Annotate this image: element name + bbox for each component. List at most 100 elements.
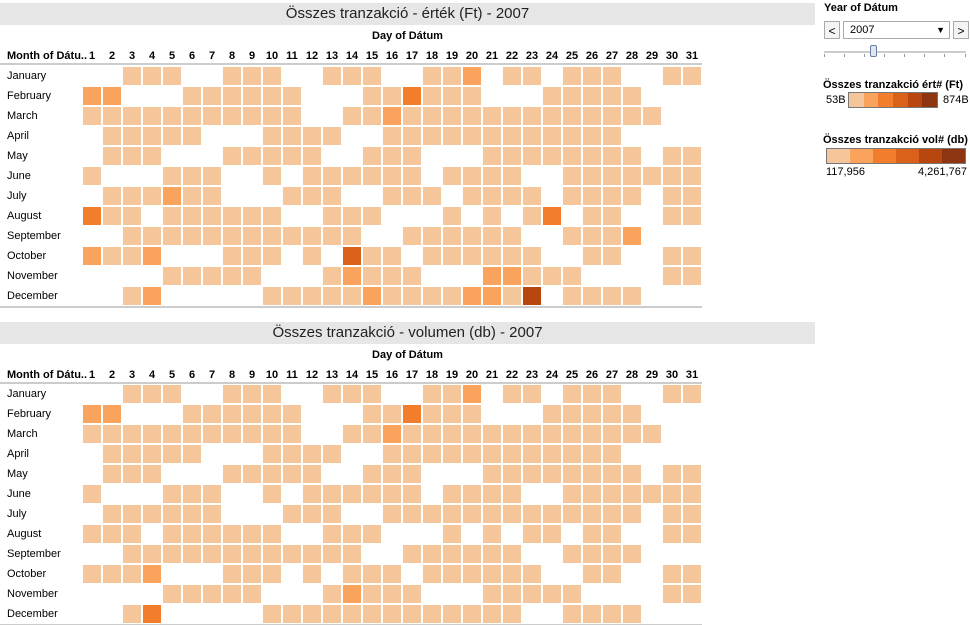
heatmap-cell[interactable] xyxy=(303,287,321,305)
heatmap-cell[interactable] xyxy=(523,127,541,145)
heatmap-cell[interactable] xyxy=(463,425,481,443)
heatmap-cell[interactable] xyxy=(403,267,421,285)
heatmap-cell[interactable] xyxy=(563,107,581,125)
heatmap-cell[interactable] xyxy=(403,605,421,623)
heatmap-cell[interactable] xyxy=(603,287,621,305)
heatmap-cell[interactable] xyxy=(323,267,341,285)
heatmap-cell[interactable] xyxy=(283,545,301,563)
heatmap-cell[interactable] xyxy=(243,107,261,125)
heatmap-cell[interactable] xyxy=(363,207,381,225)
heatmap-cell[interactable] xyxy=(443,525,461,543)
heatmap-cell[interactable] xyxy=(603,127,621,145)
heatmap-cell[interactable] xyxy=(323,445,341,463)
heatmap-cell[interactable] xyxy=(243,565,261,583)
heatmap-cell[interactable] xyxy=(243,207,261,225)
heatmap-cell[interactable] xyxy=(583,247,601,265)
heatmap-cell[interactable] xyxy=(183,267,201,285)
heatmap-cell[interactable] xyxy=(343,605,361,623)
heatmap-cell[interactable] xyxy=(343,425,361,443)
heatmap-cell[interactable] xyxy=(483,227,501,245)
heatmap-cell[interactable] xyxy=(603,565,621,583)
heatmap-cell[interactable] xyxy=(383,465,401,483)
heatmap-cell[interactable] xyxy=(143,127,161,145)
heatmap-cell[interactable] xyxy=(263,465,281,483)
heatmap-cell[interactable] xyxy=(223,385,241,403)
heatmap-cell[interactable] xyxy=(523,465,541,483)
heatmap-cell[interactable] xyxy=(403,287,421,305)
heatmap-cell[interactable] xyxy=(403,485,421,503)
heatmap-cell[interactable] xyxy=(403,127,421,145)
heatmap-cell[interactable] xyxy=(683,247,701,265)
heatmap-cell[interactable] xyxy=(363,267,381,285)
heatmap-cell[interactable] xyxy=(183,545,201,563)
heatmap-cell[interactable] xyxy=(83,107,101,125)
heatmap-cell[interactable] xyxy=(423,227,441,245)
heatmap-cell[interactable] xyxy=(463,545,481,563)
heatmap-cell[interactable] xyxy=(323,127,341,145)
heatmap-cell[interactable] xyxy=(423,545,441,563)
heatmap-cell[interactable] xyxy=(103,107,121,125)
heatmap-cell[interactable] xyxy=(303,505,321,523)
heatmap-cell[interactable] xyxy=(383,167,401,185)
heatmap-cell[interactable] xyxy=(483,605,501,623)
heatmap-cell[interactable] xyxy=(143,227,161,245)
heatmap-cell[interactable] xyxy=(183,87,201,105)
heatmap-cell[interactable] xyxy=(443,405,461,423)
heatmap-cell[interactable] xyxy=(363,147,381,165)
heatmap-cell[interactable] xyxy=(403,167,421,185)
heatmap-cell[interactable] xyxy=(583,167,601,185)
heatmap-cell[interactable] xyxy=(563,585,581,603)
heatmap-cell[interactable] xyxy=(163,167,181,185)
heatmap-cell[interactable] xyxy=(663,67,681,85)
heatmap-cell[interactable] xyxy=(203,87,221,105)
heatmap-cell[interactable] xyxy=(143,187,161,205)
heatmap-cell[interactable] xyxy=(183,485,201,503)
heatmap-cell[interactable] xyxy=(623,485,641,503)
heatmap-cell[interactable] xyxy=(123,107,141,125)
heatmap-cell[interactable] xyxy=(563,267,581,285)
heatmap-cell[interactable] xyxy=(583,485,601,503)
next-year-button[interactable]: > xyxy=(953,21,969,39)
heatmap-cell[interactable] xyxy=(263,287,281,305)
heatmap-cell[interactable] xyxy=(443,385,461,403)
heatmap-cell[interactable] xyxy=(283,505,301,523)
heatmap-cell[interactable] xyxy=(483,187,501,205)
heatmap-cell[interactable] xyxy=(183,167,201,185)
heatmap-cell[interactable] xyxy=(283,287,301,305)
heatmap-cell[interactable] xyxy=(203,405,221,423)
heatmap-cell[interactable] xyxy=(303,127,321,145)
heatmap-cell[interactable] xyxy=(143,465,161,483)
heatmap-cell[interactable] xyxy=(223,247,241,265)
heatmap-cell[interactable] xyxy=(303,247,321,265)
heatmap-cell[interactable] xyxy=(563,385,581,403)
heatmap-cell[interactable] xyxy=(423,67,441,85)
heatmap-cell[interactable] xyxy=(383,187,401,205)
heatmap-cell[interactable] xyxy=(603,107,621,125)
heatmap-cell[interactable] xyxy=(183,227,201,245)
heatmap-cell[interactable] xyxy=(223,67,241,85)
heatmap-cell[interactable] xyxy=(683,525,701,543)
heatmap-cell[interactable] xyxy=(523,267,541,285)
heatmap-cell[interactable] xyxy=(163,107,181,125)
heatmap-cell[interactable] xyxy=(343,287,361,305)
heatmap-cell[interactable] xyxy=(503,385,521,403)
heatmap-cell[interactable] xyxy=(623,87,641,105)
heatmap-cell[interactable] xyxy=(683,485,701,503)
heatmap-cell[interactable] xyxy=(363,425,381,443)
heatmap-cell[interactable] xyxy=(183,187,201,205)
heatmap-cell[interactable] xyxy=(123,187,141,205)
heatmap-cell[interactable] xyxy=(323,187,341,205)
heatmap-cell[interactable] xyxy=(663,585,681,603)
heatmap-cell[interactable] xyxy=(143,545,161,563)
heatmap-cell[interactable] xyxy=(503,485,521,503)
heatmap-cell[interactable] xyxy=(143,147,161,165)
heatmap-cell[interactable] xyxy=(203,425,221,443)
heatmap-cell[interactable] xyxy=(603,187,621,205)
heatmap-cell[interactable] xyxy=(323,545,341,563)
heatmap-cell[interactable] xyxy=(443,287,461,305)
heatmap-cell[interactable] xyxy=(123,565,141,583)
heatmap-cell[interactable] xyxy=(463,445,481,463)
heatmap-cell[interactable] xyxy=(483,107,501,125)
heatmap-cell[interactable] xyxy=(203,167,221,185)
heatmap-cell[interactable] xyxy=(363,87,381,105)
